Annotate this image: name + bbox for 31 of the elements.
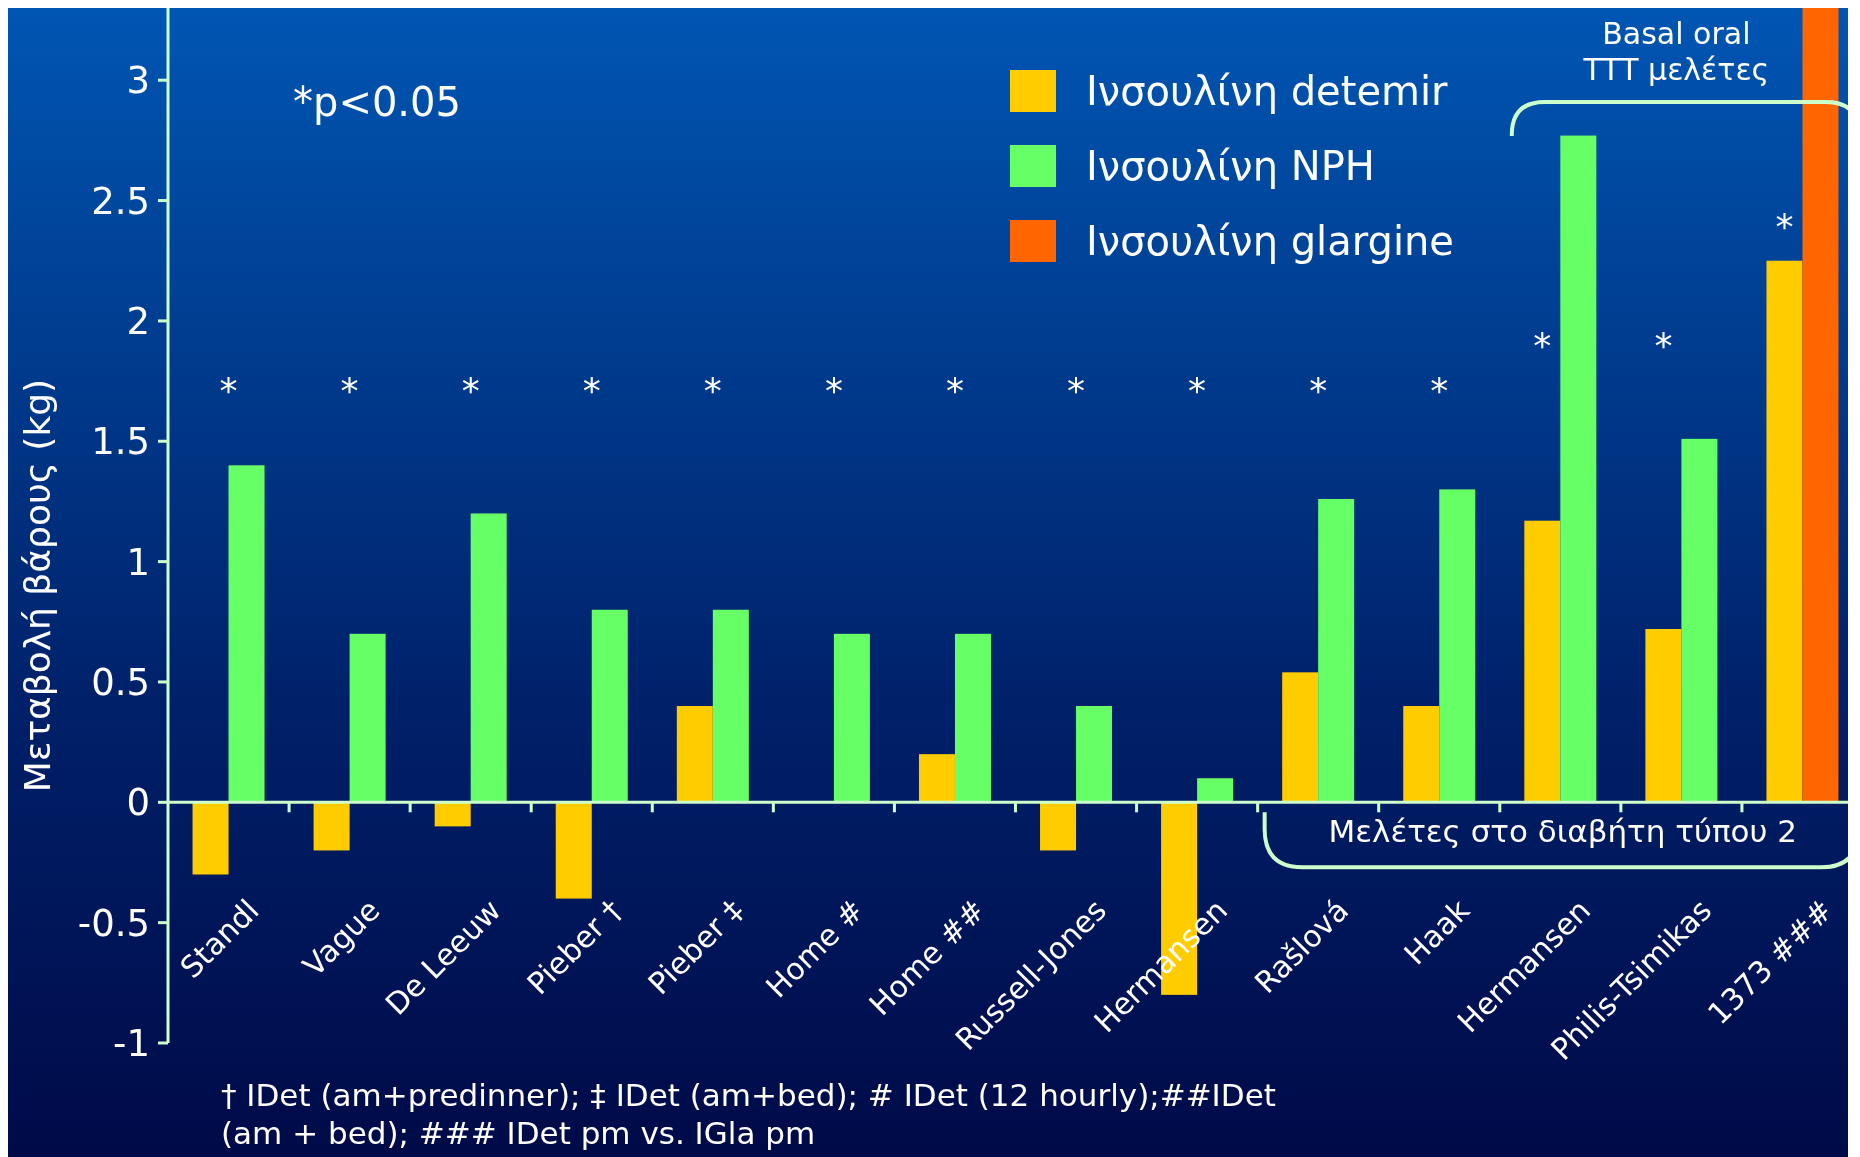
text: † IDet (am+predinner); ‡ IDet (am+bed); # IDet (12 hourly);##IDet (am + bed); ### IDet pm vs. IGla pm — [221, 1077, 1276, 1151]
legend-label: Ινσουλίνη detemir — [1086, 68, 1449, 114]
annotation: * — [461, 370, 480, 411]
y-tick-label: 1 — [126, 540, 150, 584]
y-tick-label: 1.5 — [91, 420, 150, 464]
y-tick-label: 2.5 — [91, 179, 150, 223]
annotation: * — [340, 370, 359, 411]
y-tick-label: 0.5 — [91, 660, 150, 704]
annotation: * — [1309, 370, 1328, 411]
legend-label: Ινσουλίνη glargine — [1086, 218, 1454, 264]
annotation: * — [219, 370, 238, 411]
annotation: * — [1430, 370, 1449, 411]
y-tick-label: -0.5 — [77, 901, 150, 945]
annotation: Μελέτες στο διαβήτη τύπου 2 — [1328, 813, 1798, 850]
y-axis-title: Μεταβολή βάρους (kg) — [17, 378, 58, 793]
annotation: Basal oral ΤΤΤ μελέτες — [1582, 16, 1770, 87]
annotation: * — [1533, 325, 1552, 366]
y-tick-label: 3 — [126, 59, 150, 103]
annotation: * — [703, 370, 722, 411]
annotation: * — [1654, 325, 1673, 366]
annotation: * — [945, 370, 964, 411]
annotation: * — [582, 370, 601, 411]
annotation: *p<0.05 — [293, 79, 461, 125]
annotation: * — [1188, 370, 1207, 411]
annotation: * — [1775, 205, 1794, 247]
y-tick-label: 0 — [126, 781, 150, 825]
annotation: * — [1067, 370, 1086, 411]
y-tick-label: 2 — [126, 299, 150, 343]
annotation: * — [824, 370, 843, 411]
y-tick-label: -1 — [113, 1021, 150, 1065]
legend-label: Ινσουλίνη NPH — [1086, 143, 1375, 189]
